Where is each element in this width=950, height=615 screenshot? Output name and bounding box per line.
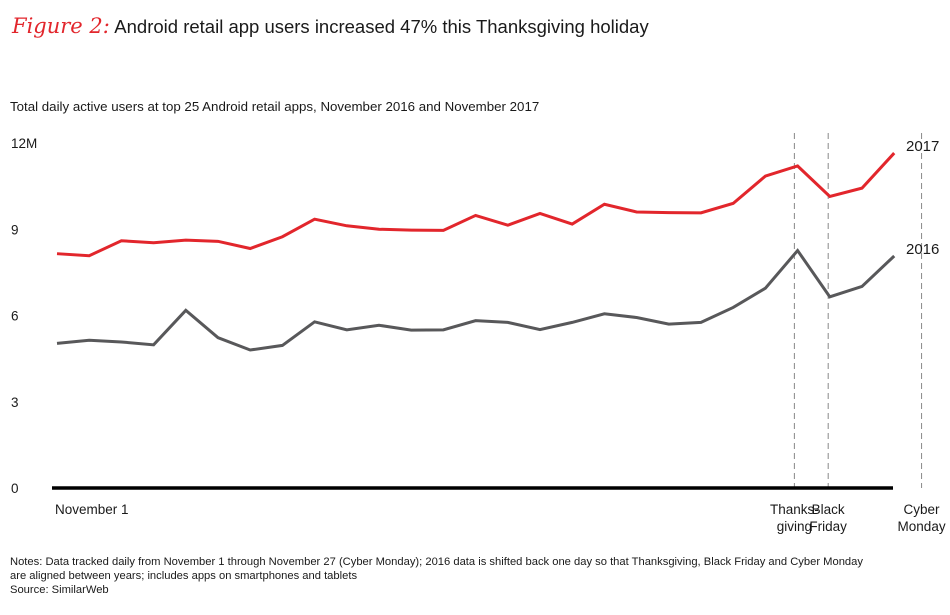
x-annotation-line: giving bbox=[777, 519, 812, 534]
chart-notes: Notes: Data tracked daily from November … bbox=[10, 555, 940, 597]
x-annotation-line: Cyber bbox=[904, 502, 941, 517]
y-tick-label: 9 bbox=[11, 222, 19, 237]
y-tick-label: 0 bbox=[11, 481, 19, 496]
x-annotation-line: Black bbox=[812, 502, 845, 517]
notes-line-2: are aligned between years; includes apps… bbox=[10, 569, 940, 583]
series-line-2017 bbox=[57, 153, 894, 256]
series-label-2016: 2016 bbox=[906, 241, 939, 258]
x-annotation-label: Cyber Monday bbox=[898, 502, 946, 534]
x-annotation-line: November 1 bbox=[55, 502, 129, 517]
series-line-2016 bbox=[57, 251, 894, 350]
source-line: Source: SimilarWeb bbox=[10, 583, 940, 597]
y-tick-label: 3 bbox=[11, 395, 19, 410]
series-label-2017: 2017 bbox=[906, 138, 939, 155]
y-tick-label: 12M bbox=[11, 136, 37, 151]
x-annotation-label: Black Friday bbox=[809, 502, 847, 534]
x-annotation-label: November 1 bbox=[55, 502, 129, 517]
x-annotation-line: Monday bbox=[898, 519, 946, 534]
x-annotation-line: Friday bbox=[809, 519, 847, 534]
y-tick-label: 6 bbox=[11, 309, 19, 324]
notes-line-1: Notes: Data tracked daily from November … bbox=[10, 555, 940, 569]
